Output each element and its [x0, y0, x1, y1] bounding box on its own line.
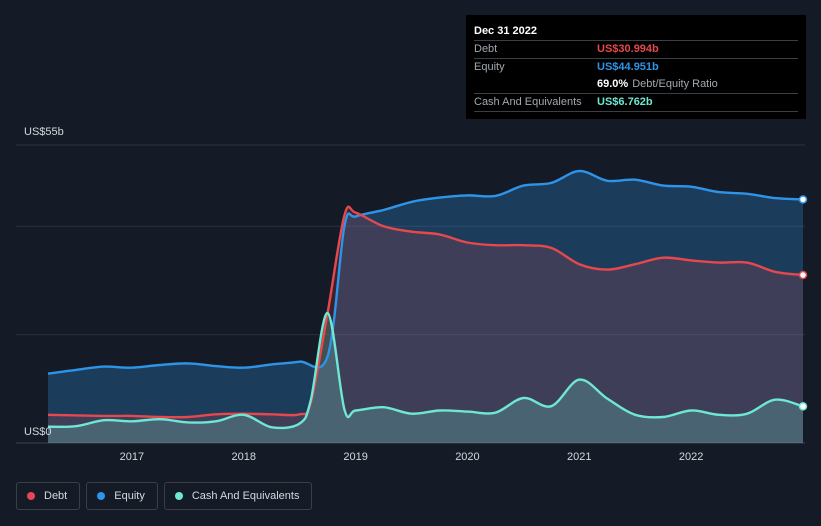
chart-legend: Debt Equity Cash And Equivalents	[16, 482, 313, 510]
x-tick-2017: 2017	[120, 451, 144, 463]
y-axis-bottom-label: US$0	[24, 426, 52, 438]
tooltip-panel: Dec 31 2022 Debt US$30.994b Equity US$44…	[466, 15, 806, 119]
end-marker-cash-and-equivalents	[798, 402, 808, 411]
area-cash-and-equivalents	[48, 312, 803, 443]
line-debt	[47, 205, 804, 419]
end-marker-equity	[798, 195, 808, 204]
legend-item-cash[interactable]: Cash And Equivalents	[163, 482, 313, 510]
chart-lines	[47, 169, 804, 430]
line-equity	[47, 169, 804, 375]
equity-dot-icon	[97, 492, 106, 500]
tooltip-debt-value: US$30.994b	[597, 43, 659, 55]
line-cash-and-equivalents	[47, 311, 804, 430]
tooltip-debt-row: Debt US$30.994b	[474, 40, 798, 58]
tooltip-equity-label: Equity	[474, 61, 505, 73]
tooltip-ratio-row: 69.0% Debt/Equity Ratio	[474, 76, 798, 93]
chart-areas	[48, 170, 803, 443]
x-tick-2019: 2019	[343, 451, 367, 463]
cash-dot-icon	[174, 492, 183, 500]
tooltip-cash-label: Cash And Equivalents	[474, 96, 582, 108]
x-tick-2022: 2022	[679, 451, 703, 463]
tooltip-ratio-value: 69.0%	[597, 78, 629, 90]
area-debt	[48, 206, 803, 443]
legend-item-equity[interactable]: Equity	[86, 482, 158, 510]
tooltip-equity-value: US$44.951b	[597, 61, 659, 73]
chart-end-markers	[798, 195, 808, 411]
debt-dot-icon	[27, 492, 35, 500]
tooltip-date: Dec 31 2022	[474, 25, 537, 37]
area-equity	[48, 170, 803, 443]
end-marker-debt	[798, 270, 808, 280]
x-tick-2020: 2020	[455, 451, 479, 463]
legend-label-equity: Equity	[114, 490, 145, 502]
x-tick-2021: 2021	[567, 451, 591, 463]
chart-grid	[16, 144, 805, 444]
y-axis-top-label: US$55b	[24, 126, 64, 138]
x-axis-ticks: 2017 2018 2019 2020 2021 2022	[120, 451, 704, 463]
legend-label-cash: Cash And Equivalents	[191, 490, 300, 502]
tooltip-cash-row: Cash And Equivalents US$6.762b	[474, 93, 798, 111]
x-tick-2018: 2018	[231, 451, 255, 463]
tooltip-debt-label: Debt	[474, 43, 498, 55]
legend-item-debt[interactable]: Debt	[16, 482, 81, 510]
tooltip-ratio-label: Debt/Equity Ratio	[632, 78, 718, 90]
legend-label-debt: Debt	[44, 490, 68, 502]
tooltip-equity-row: Equity US$44.951b	[474, 58, 798, 76]
tooltip-cash-value: US$6.762b	[597, 96, 653, 108]
